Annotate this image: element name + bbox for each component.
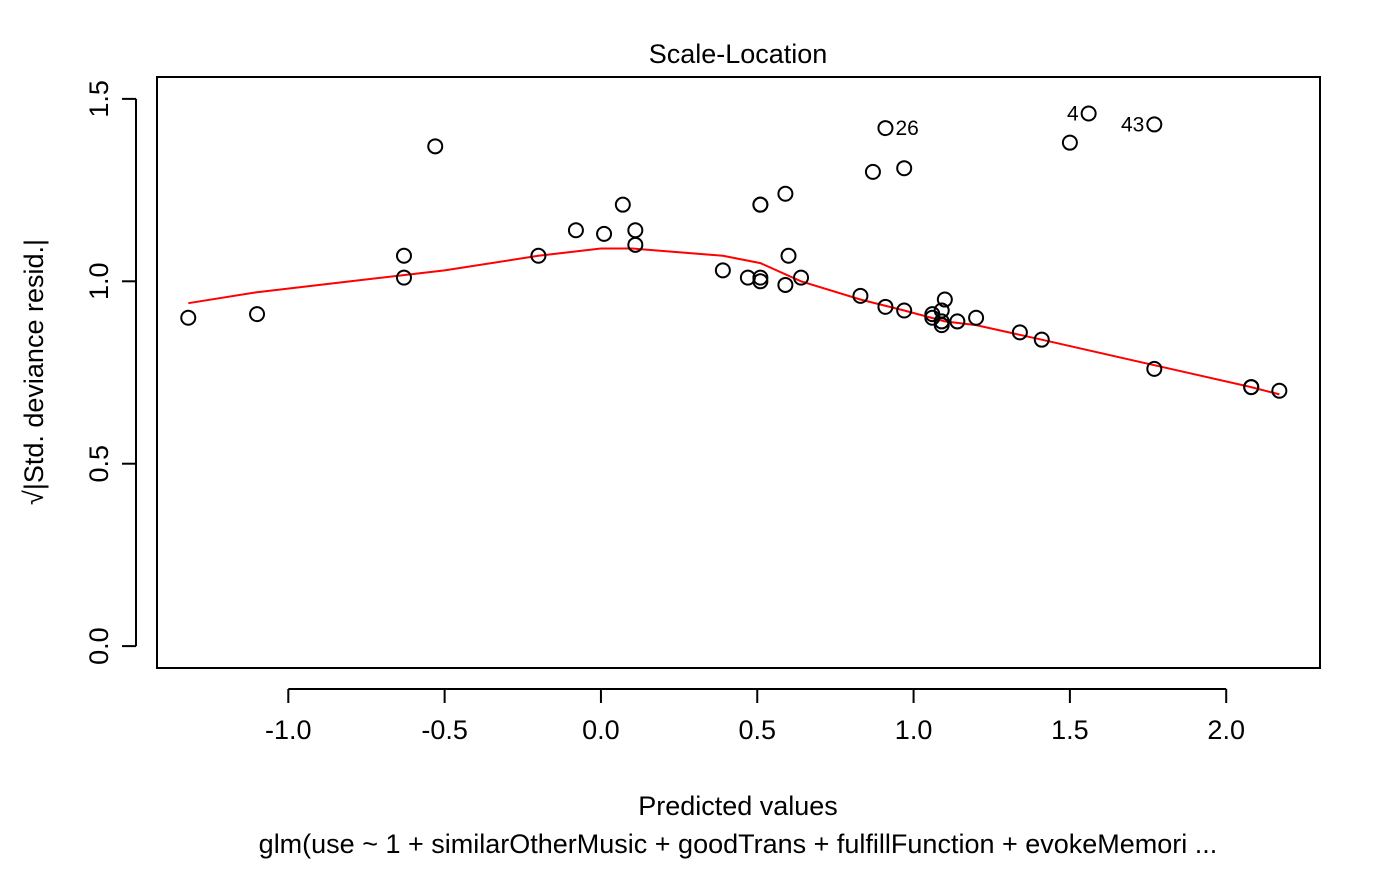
x-tick-label: -0.5 [421, 715, 468, 745]
data-point [968, 309, 985, 326]
data-point [567, 222, 584, 239]
y-axis-label: √|Std. deviance resid.| [19, 239, 49, 505]
data-point [627, 236, 644, 253]
data-point [933, 317, 950, 334]
data-point [896, 160, 913, 177]
data-point [427, 138, 444, 155]
y-tick-label: 0.5 [84, 445, 114, 483]
data-point [1243, 379, 1260, 396]
data-point [877, 298, 894, 315]
data-point [596, 225, 613, 242]
y-tick-label: 1.0 [84, 263, 114, 301]
data-point [1146, 116, 1163, 133]
point-label: 26 [895, 117, 918, 140]
data-point [249, 306, 266, 323]
point-label: 4 [1067, 102, 1079, 125]
x-tick-label: 1.5 [1051, 715, 1089, 745]
data-point [752, 273, 769, 290]
y-tick-label: 1.5 [84, 80, 114, 118]
data-point [530, 247, 547, 264]
x-axis-label: Predicted values [638, 791, 838, 821]
data-point [1061, 134, 1078, 151]
data-point [180, 309, 197, 326]
data-point [852, 287, 869, 304]
chart-subtitle: glm(use ~ 1 + similarOtherMusic + goodTr… [259, 829, 1218, 859]
x-tick-label: 0.0 [582, 715, 620, 745]
data-point [1271, 382, 1288, 399]
data-point [627, 222, 644, 239]
data-point [1011, 324, 1028, 341]
points-layer [180, 105, 1288, 399]
data-point [936, 291, 953, 308]
x-tick-label: 1.0 [895, 715, 933, 745]
data-point [752, 196, 769, 213]
x-axis: -1.0 -0.5 0.0 0.5 1.0 1.5 2.0 [265, 688, 1245, 745]
data-point [614, 196, 631, 213]
data-point [777, 276, 794, 293]
data-point [777, 185, 794, 202]
data-point [1033, 331, 1050, 348]
data-point [780, 247, 797, 264]
plot-frame [156, 76, 1321, 669]
data-point [793, 269, 810, 286]
y-tick-label: 0.0 [84, 627, 114, 665]
x-tick-label: -1.0 [265, 715, 312, 745]
data-point [714, 262, 731, 279]
data-point [395, 247, 412, 264]
data-point [949, 313, 966, 330]
data-point [395, 269, 412, 286]
y-axis: 0.0 0.5 1.0 1.5 [84, 80, 137, 665]
x-tick-label: 2.0 [1207, 715, 1245, 745]
data-point [864, 163, 881, 180]
data-point [1146, 360, 1163, 377]
data-point [877, 120, 894, 137]
smooth-trend-line [188, 247, 1280, 396]
smooth-layer [188, 247, 1280, 396]
data-point [1080, 105, 1097, 122]
point-label: 43 [1121, 113, 1144, 136]
point-labels-layer: 26 4 43 [895, 102, 1144, 140]
chart-title: Scale-Location [649, 39, 828, 69]
data-point [896, 302, 913, 319]
x-tick-label: 0.5 [738, 715, 776, 745]
